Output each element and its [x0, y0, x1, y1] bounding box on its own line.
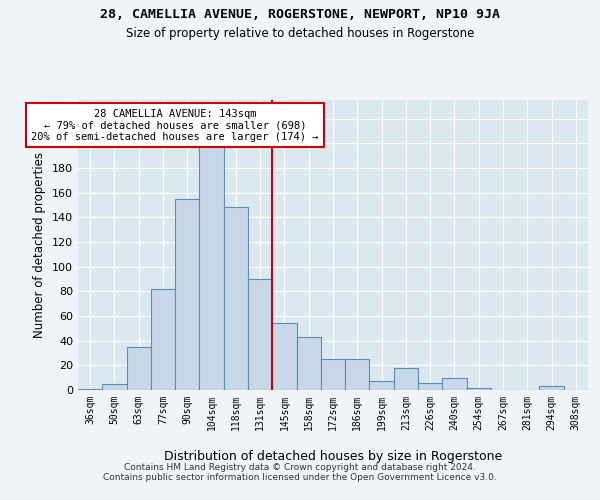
Bar: [272, 324, 296, 390]
Bar: [442, 378, 467, 390]
Bar: [539, 386, 564, 390]
Y-axis label: Number of detached properties: Number of detached properties: [34, 152, 46, 338]
Text: Size of property relative to detached houses in Rogerstone: Size of property relative to detached ho…: [126, 28, 474, 40]
Text: 28, CAMELLIA AVENUE, ROGERSTONE, NEWPORT, NP10 9JA: 28, CAMELLIA AVENUE, ROGERSTONE, NEWPORT…: [100, 8, 500, 20]
Bar: [224, 208, 248, 390]
Bar: [175, 198, 199, 390]
Bar: [127, 347, 151, 390]
Bar: [321, 359, 345, 390]
Bar: [151, 289, 175, 390]
Bar: [78, 389, 102, 390]
Bar: [345, 359, 370, 390]
Bar: [248, 279, 272, 390]
Bar: [467, 388, 491, 390]
Bar: [418, 382, 442, 390]
Bar: [394, 368, 418, 390]
Bar: [199, 143, 224, 390]
Bar: [370, 382, 394, 390]
Text: Contains HM Land Registry data © Crown copyright and database right 2024.
Contai: Contains HM Land Registry data © Crown c…: [103, 463, 497, 482]
Bar: [296, 337, 321, 390]
Text: 28 CAMELLIA AVENUE: 143sqm
← 79% of detached houses are smaller (698)
20% of sem: 28 CAMELLIA AVENUE: 143sqm ← 79% of deta…: [31, 108, 319, 142]
Text: Distribution of detached houses by size in Rogerstone: Distribution of detached houses by size …: [164, 450, 502, 463]
Bar: [102, 384, 127, 390]
